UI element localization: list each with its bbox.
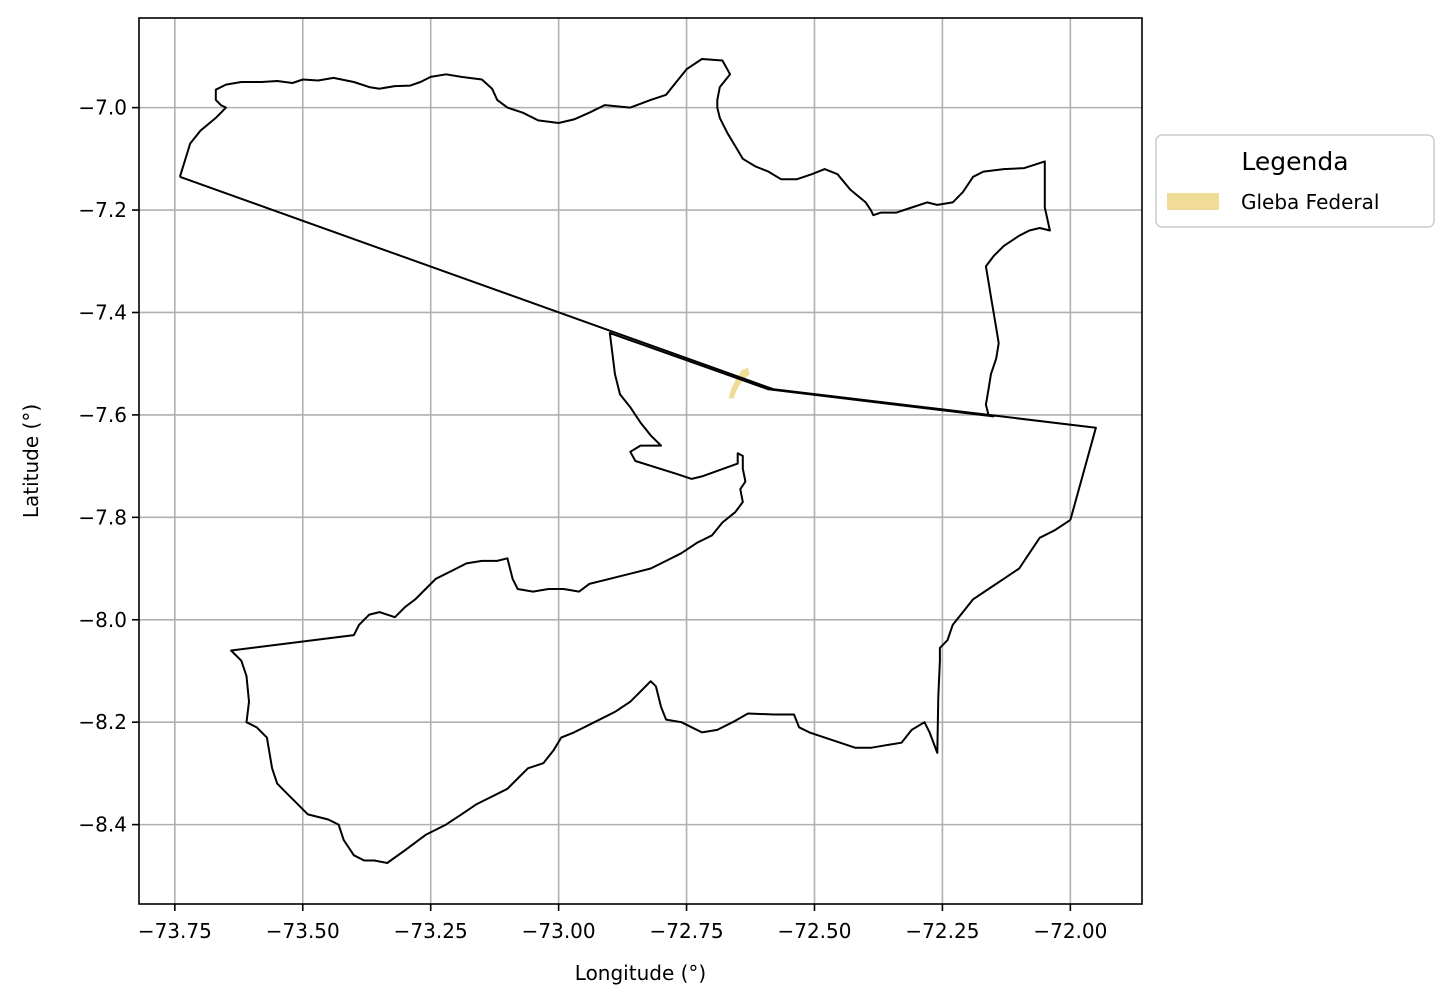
y-axis-label: Latitude (°)	[19, 404, 43, 518]
y-tick-label: −7.2	[78, 198, 127, 222]
legend-label-gleba-federal: Gleba Federal	[1241, 190, 1379, 214]
plot-area-frame	[139, 18, 1142, 904]
legend-title: Legenda	[1241, 147, 1348, 176]
y-tick-label: −8.2	[78, 710, 127, 734]
x-tick-label: −73.50	[266, 919, 340, 943]
legend: Legenda Gleba Federal	[1156, 135, 1434, 227]
x-axis-ticks: −73.75 −73.50 −73.25 −73.00 −72.75 −72.50 −72.…	[138, 904, 1108, 943]
x-tick-label: −72.00	[1033, 919, 1107, 943]
x-tick-label: −73.25	[394, 919, 468, 943]
boundary-diagonal-boundary	[180, 177, 1096, 520]
y-tick-label: −7.6	[78, 403, 127, 427]
y-tick-label: −8.4	[78, 813, 127, 837]
x-tick-label: −72.25	[905, 919, 979, 943]
y-tick-label: −7.8	[78, 505, 127, 529]
x-tick-label: −73.00	[522, 919, 596, 943]
x-tick-label: −72.75	[650, 919, 724, 943]
legend-swatch-gleba-federal	[1167, 193, 1219, 210]
y-tick-label: −7.0	[78, 96, 127, 120]
boundary-outline-north	[180, 59, 1050, 415]
municipal-boundaries	[180, 59, 1096, 863]
boundary-main-outline	[231, 333, 1070, 863]
grid-lines	[139, 18, 1142, 904]
x-axis-label: Longitude (°)	[575, 961, 706, 985]
x-tick-label: −72.50	[777, 919, 851, 943]
x-tick-label: −73.75	[138, 919, 212, 943]
y-tick-label: −7.4	[78, 300, 127, 324]
y-axis-ticks: −7.0 −7.2 −7.4 −7.6 −7.8 −8.0 −8.2 −8.4	[78, 96, 139, 837]
y-tick-label: −8.0	[78, 608, 127, 632]
